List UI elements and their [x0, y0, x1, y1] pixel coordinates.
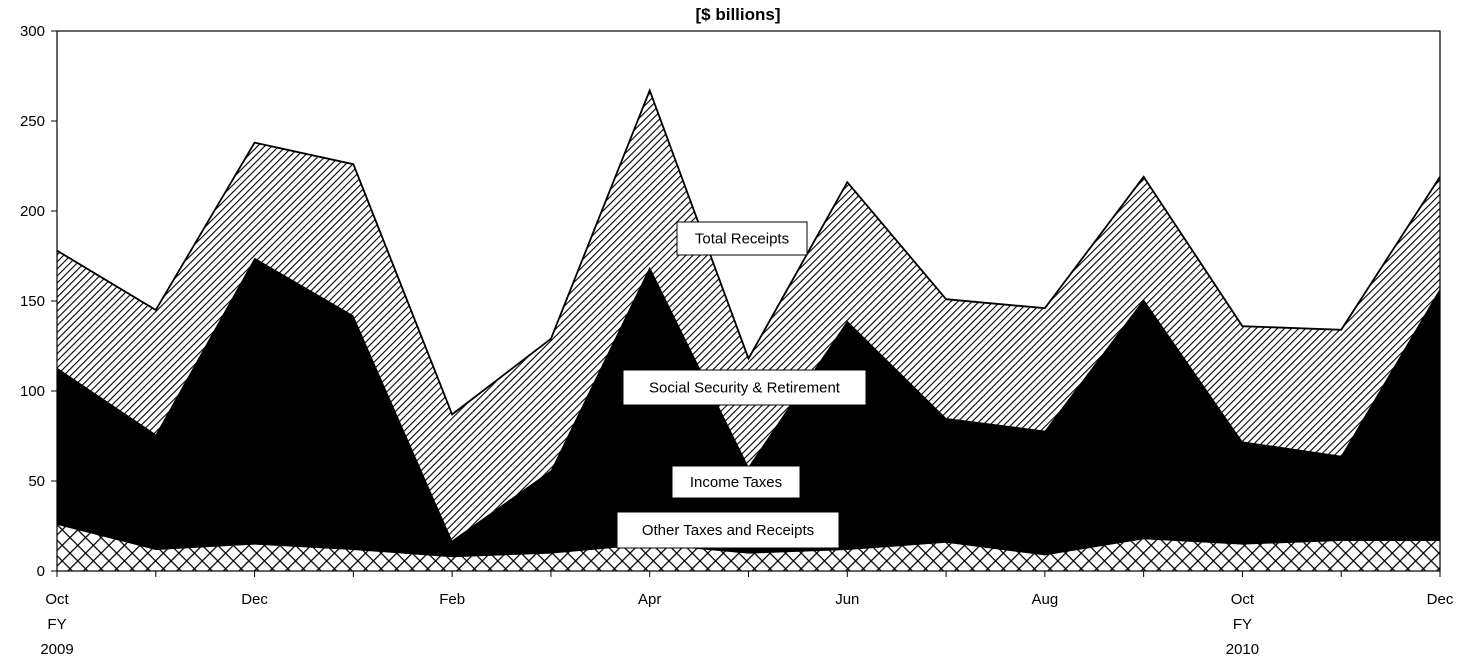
y-tick-label: 150 — [20, 293, 45, 310]
series-label-social-security-retirement: Social Security & Retirement — [649, 380, 841, 397]
x-tick-label: Dec — [1427, 591, 1454, 608]
x-tick-label: Oct — [1231, 591, 1255, 608]
series-label-income-taxes: Income Taxes — [690, 474, 782, 491]
x-tick-label: 2010 — [1226, 641, 1259, 658]
y-tick-label: 200 — [20, 203, 45, 220]
x-tick-label: Oct — [45, 591, 69, 608]
areas-layer — [56, 87, 1441, 571]
area-other-taxes-and-receipts — [57, 524, 1440, 571]
series-labels: Total Receipts Social Security & Retireme… — [616, 221, 867, 549]
area-social-security-retirement — [57, 90, 1440, 541]
y-tick-label: 0 — [37, 563, 45, 580]
y-axis: 0 50 100 150 200 250 300 — [20, 23, 57, 580]
label-box-income-taxes — [671, 465, 801, 499]
label-box-other-taxes-and-receipts — [616, 511, 840, 549]
x-tick-label: Apr — [638, 591, 661, 608]
x-tick-label: FY — [47, 616, 66, 633]
x-tick-label: FY — [1233, 616, 1252, 633]
series-label-total-receipts: Total Receipts — [695, 231, 789, 248]
chart-title: [$ billions] — [696, 5, 781, 24]
series-line-2 — [56, 87, 1441, 416]
series-label-other-taxes-and-receipts: Other Taxes and Receipts — [642, 522, 814, 539]
x-tick-label: Jun — [835, 591, 859, 608]
x-axis: Oct FY 2009 Dec Feb Apr Jun Aug Oct FY 2010 Dec — [40, 571, 1454, 658]
y-tick-label: 100 — [20, 383, 45, 400]
label-box-total-receipts — [676, 221, 808, 256]
x-tick-label: Feb — [439, 591, 465, 608]
x-tick-label: Dec — [241, 591, 268, 608]
y-tick-label: 50 — [28, 473, 45, 490]
label-box-social-security-retirement — [622, 369, 867, 406]
y-tick-label: 250 — [20, 113, 45, 130]
y-tick-label: 300 — [20, 23, 45, 40]
x-tick-label: 2009 — [40, 641, 73, 658]
x-tick-label: Aug — [1032, 591, 1059, 608]
area-income-taxes — [57, 257, 1440, 557]
